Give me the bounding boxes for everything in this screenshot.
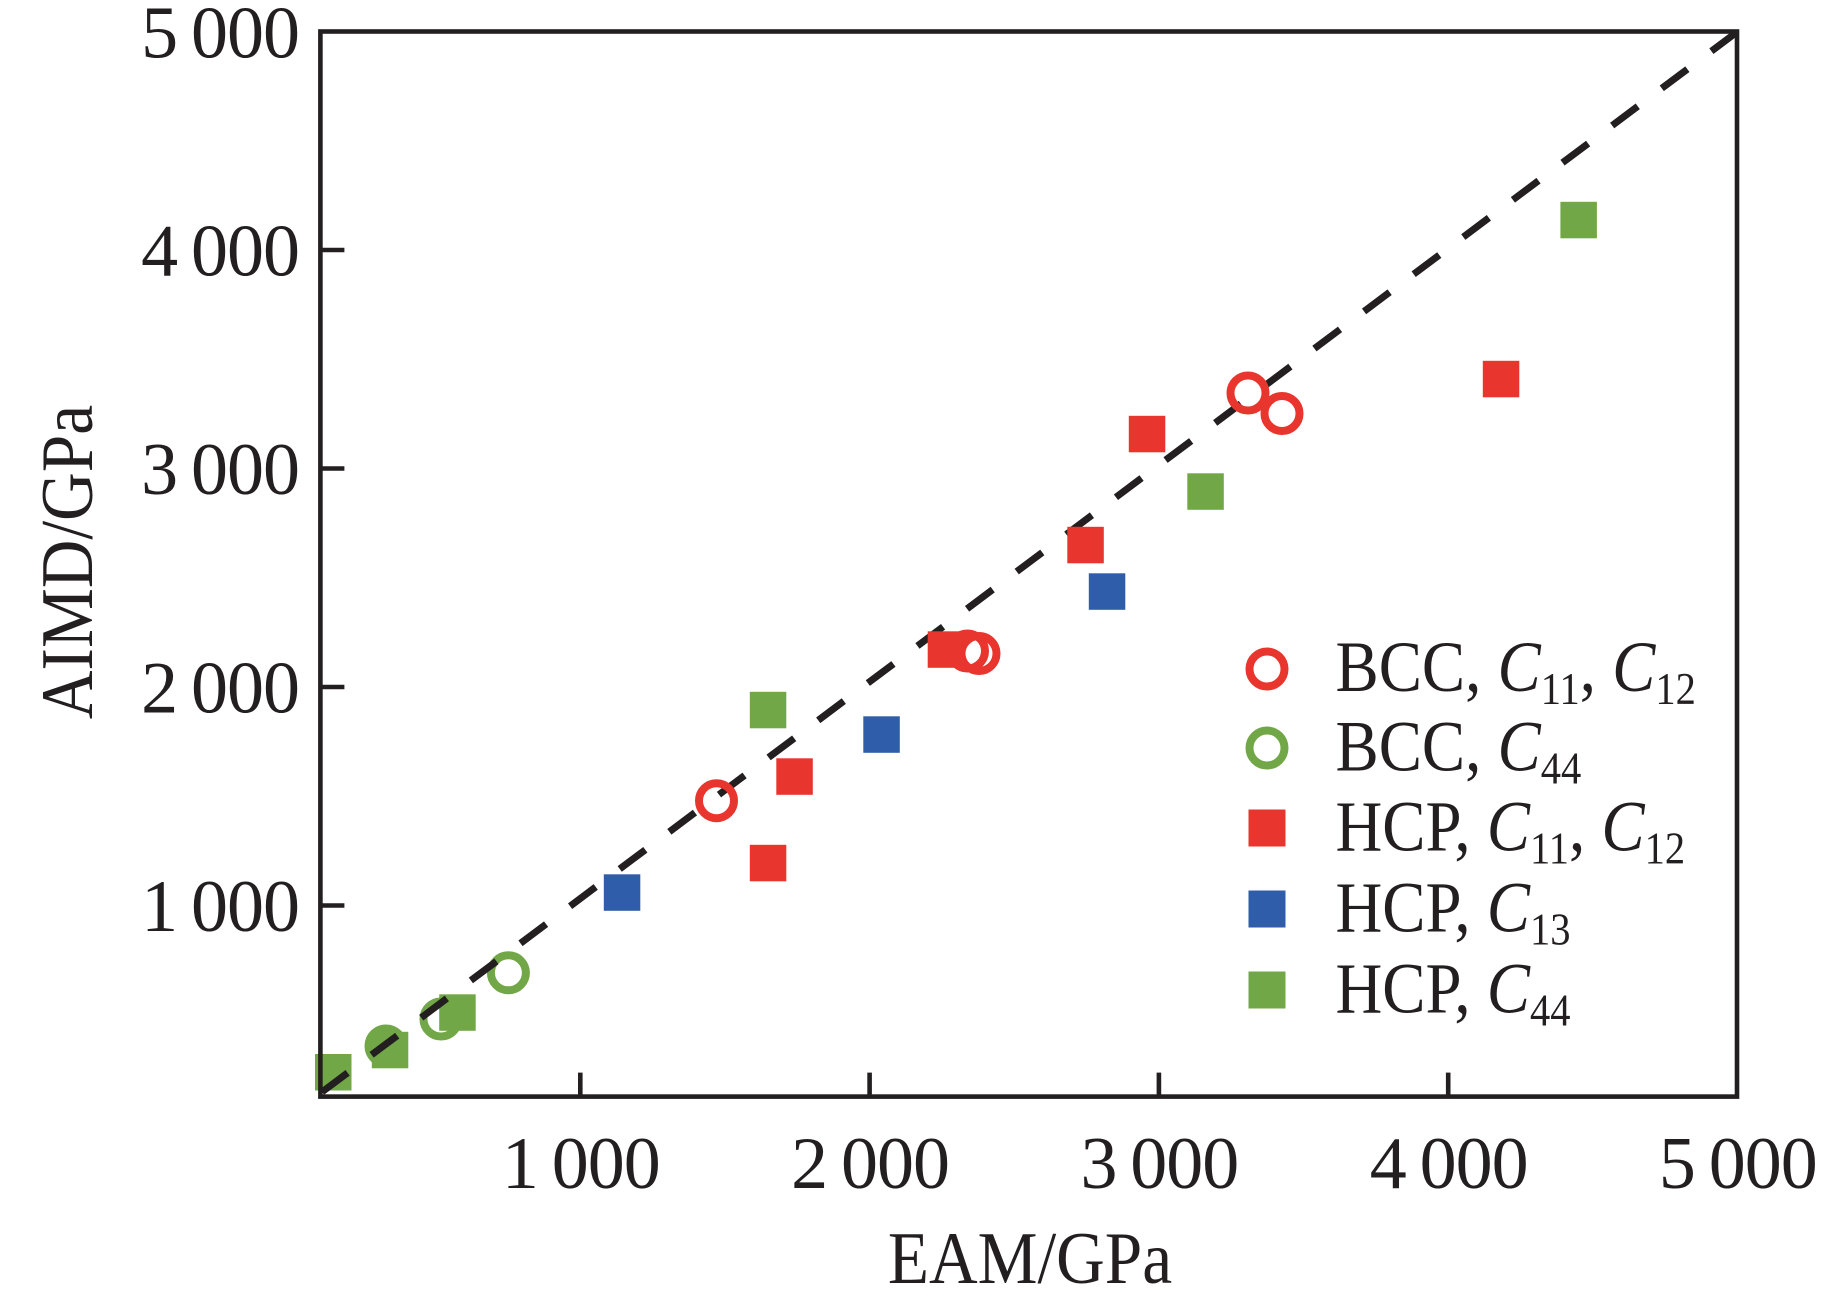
svg-text:2 000: 2 000 (791, 1123, 949, 1205)
svg-text:BCC, C44: BCC, C44 (1336, 706, 1582, 794)
svg-text:BCC, C11, C12: BCC, C11, C12 (1336, 627, 1696, 715)
svg-text:2 000: 2 000 (141, 648, 299, 730)
svg-text:3 000: 3 000 (1080, 1123, 1238, 1205)
svg-text:5 000: 5 000 (1659, 1123, 1817, 1205)
svg-text:HCP, C13: HCP, C13 (1336, 867, 1571, 955)
svg-text:EAM/GPa: EAM/GPa (888, 1218, 1172, 1299)
svg-text:4 000: 4 000 (141, 211, 299, 293)
svg-text:1 000: 1 000 (502, 1123, 660, 1205)
svg-text:AIMD/GPa: AIMD/GPa (27, 405, 109, 719)
svg-text:5 000: 5 000 (141, 0, 299, 75)
svg-text:4 000: 4 000 (1370, 1123, 1528, 1205)
svg-text:1 000: 1 000 (141, 866, 299, 948)
svg-text:HCP, C44: HCP, C44 (1336, 948, 1571, 1036)
svg-text:HCP, C11, C12: HCP, C11, C12 (1336, 786, 1686, 874)
svg-text:3 000: 3 000 (141, 429, 299, 511)
